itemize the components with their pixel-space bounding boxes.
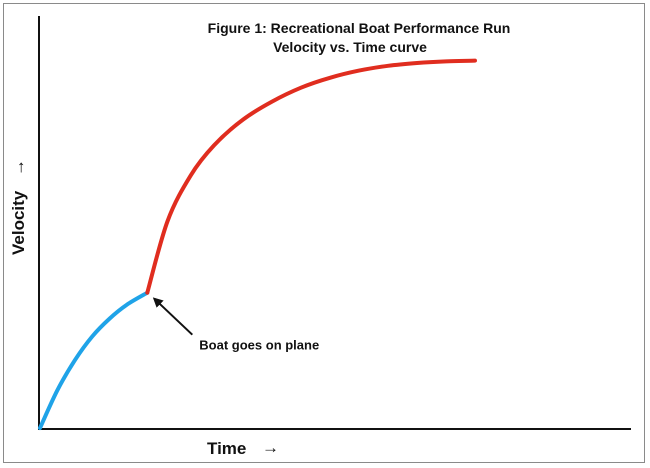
chart-title: Figure 1: Recreational Boat Performance … xyxy=(208,20,511,36)
series-line-on-plane xyxy=(145,58,477,295)
series-line-pre-plane xyxy=(38,290,150,430)
annotation-arrow xyxy=(152,297,193,336)
chart-subtitle: Velocity vs. Time curve xyxy=(273,39,427,55)
x-axis-arrow: → xyxy=(262,438,279,457)
y-axis-arrow: → xyxy=(9,159,28,176)
y-axis-label: Velocity xyxy=(9,190,28,255)
annotation-boat-goes-on-plane: Boat goes on plane xyxy=(199,338,319,353)
x-axis-label: Time xyxy=(207,439,246,458)
